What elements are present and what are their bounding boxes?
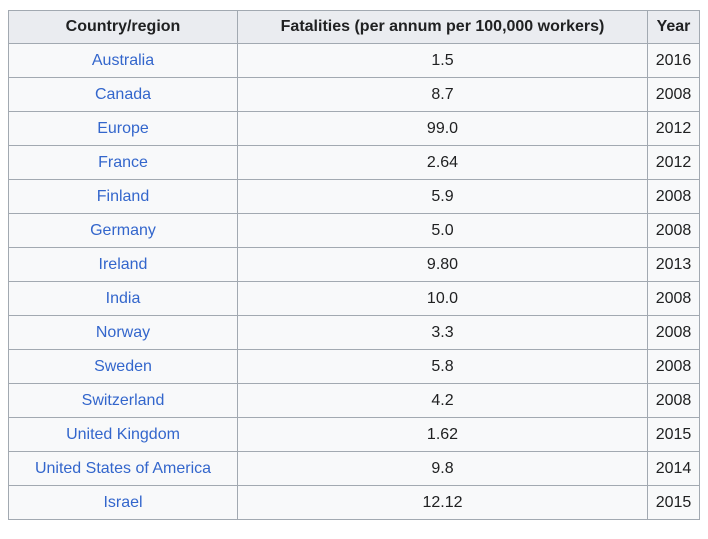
fatalities-cell: 2.64 — [237, 145, 648, 180]
year-cell: 2015 — [647, 485, 700, 520]
year-cell: 2013 — [647, 247, 700, 282]
country-cell: Australia — [8, 43, 238, 78]
fatalities-table: Country/region Fatalities (per annum per… — [8, 10, 700, 520]
country-cell: United Kingdom — [8, 417, 238, 452]
fatalities-cell: 5.0 — [237, 213, 648, 248]
column-header-fatalities: Fatalities (per annum per 100,000 worker… — [237, 10, 648, 44]
fatalities-cell: 5.8 — [237, 349, 648, 384]
year-cell: 2016 — [647, 43, 700, 78]
year-cell: 2008 — [647, 315, 700, 350]
fatalities-cell: 4.2 — [237, 383, 648, 418]
fatalities-cell: 10.0 — [237, 281, 648, 316]
column-header-year: Year — [647, 10, 700, 44]
table-row: Germany 5.0 2008 — [8, 213, 700, 248]
table-row: Israel 12.12 2015 — [8, 485, 700, 520]
table-header: Country/region Fatalities (per annum per… — [8, 10, 700, 44]
fatalities-cell: 99.0 — [237, 111, 648, 146]
header-row: Country/region Fatalities (per annum per… — [8, 10, 700, 44]
table-row: Switzerland 4.2 2008 — [8, 383, 700, 418]
country-cell: Canada — [8, 77, 238, 112]
table-body: Australia 1.5 2016 Canada 8.7 2008 Europe 99.0 2… — [8, 43, 700, 520]
country-link[interactable]: Australia — [91, 51, 155, 69]
fatalities-cell: 9.8 — [237, 451, 648, 486]
fatalities-cell: 3.3 — [237, 315, 648, 350]
year-cell: 2008 — [647, 213, 700, 248]
country-cell: Sweden — [8, 349, 238, 384]
table-row: Canada 8.7 2008 — [8, 77, 700, 112]
country-link[interactable]: France — [98, 153, 148, 171]
table-row: Sweden 5.8 2008 — [8, 349, 700, 384]
table-row: India 10.0 2008 — [8, 281, 700, 316]
year-cell: 2008 — [647, 179, 700, 214]
country-cell: Ireland — [8, 247, 238, 282]
year-cell: 2012 — [647, 145, 700, 180]
table-row: Ireland 9.80 2013 — [8, 247, 700, 282]
country-link[interactable]: Germany — [90, 221, 156, 239]
year-cell: 2008 — [647, 281, 700, 316]
country-link[interactable]: United States of America — [34, 459, 212, 477]
table-row: United States of America 9.8 2014 — [8, 451, 700, 486]
country-cell: France — [8, 145, 238, 180]
table-row: Norway 3.3 2008 — [8, 315, 700, 350]
table-row: France 2.64 2012 — [8, 145, 700, 180]
country-cell: India — [8, 281, 238, 316]
fatalities-cell: 1.5 — [237, 43, 648, 78]
fatalities-cell: 8.7 — [237, 77, 648, 112]
table-row: United Kingdom 1.62 2015 — [8, 417, 700, 452]
country-link[interactable]: Israel — [103, 493, 143, 511]
country-cell: Finland — [8, 179, 238, 214]
column-header-country: Country/region — [8, 10, 238, 44]
country-link[interactable]: Finland — [96, 187, 150, 205]
country-cell: Germany — [8, 213, 238, 248]
country-link[interactable]: Canada — [94, 85, 152, 103]
country-link[interactable]: Norway — [95, 323, 151, 341]
table-row: Europe 99.0 2012 — [8, 111, 700, 146]
country-cell: Europe — [8, 111, 238, 146]
country-link[interactable]: Switzerland — [81, 391, 165, 409]
country-link[interactable]: Europe — [97, 119, 149, 137]
fatalities-cell: 1.62 — [237, 417, 648, 452]
year-cell: 2008 — [647, 349, 700, 384]
country-link[interactable]: United Kingdom — [66, 425, 180, 443]
fatalities-table-container: Country/region Fatalities (per annum per… — [8, 10, 700, 520]
country-cell: Norway — [8, 315, 238, 350]
year-cell: 2014 — [647, 451, 700, 486]
year-cell: 2008 — [647, 77, 700, 112]
year-cell: 2015 — [647, 417, 700, 452]
year-cell: 2008 — [647, 383, 700, 418]
country-cell: Switzerland — [8, 383, 238, 418]
country-link[interactable]: Sweden — [94, 357, 152, 375]
table-row: Australia 1.5 2016 — [8, 43, 700, 78]
country-link[interactable]: Ireland — [98, 255, 148, 273]
table-row: Finland 5.9 2008 — [8, 179, 700, 214]
year-cell: 2012 — [647, 111, 700, 146]
country-cell: United States of America — [8, 451, 238, 486]
country-link[interactable]: India — [105, 289, 141, 307]
fatalities-cell: 9.80 — [237, 247, 648, 282]
fatalities-cell: 12.12 — [237, 485, 648, 520]
fatalities-cell: 5.9 — [237, 179, 648, 214]
country-cell: Israel — [8, 485, 238, 520]
